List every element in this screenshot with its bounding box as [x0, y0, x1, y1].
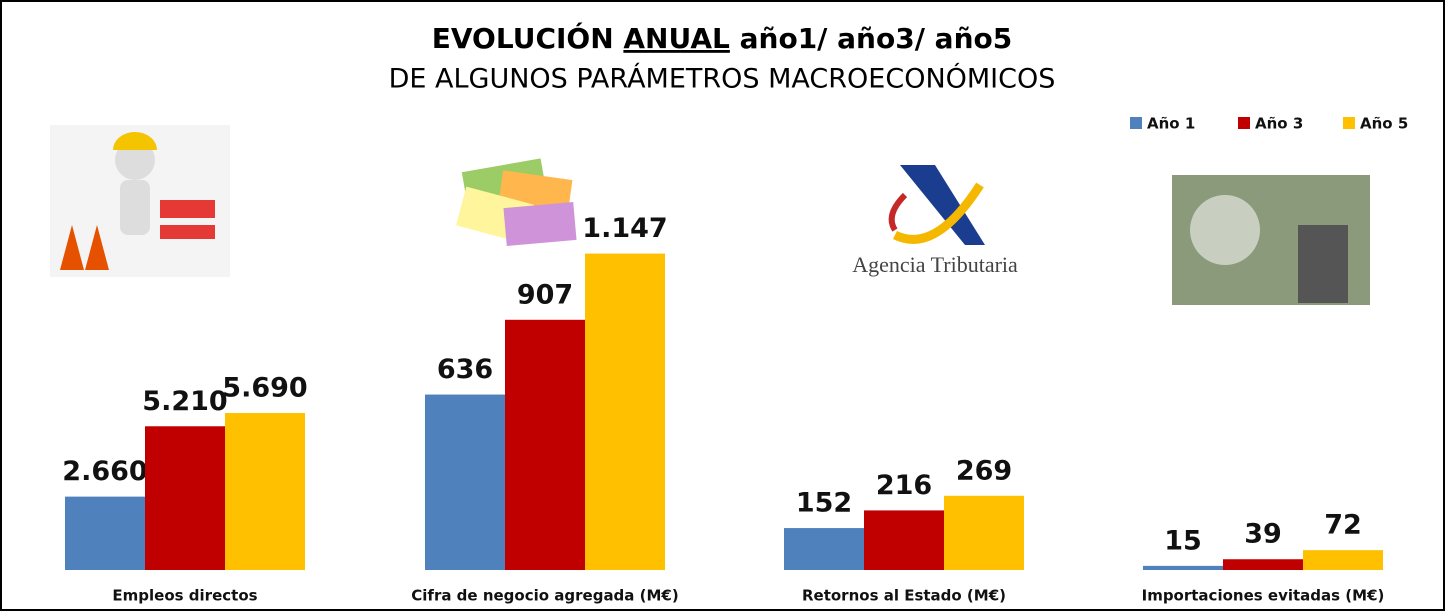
title-part: EVOLUCIÓN — [432, 21, 624, 55]
bar — [505, 319, 585, 570]
bar — [1223, 559, 1303, 570]
bar — [225, 413, 305, 570]
value-label: 636 — [437, 354, 493, 385]
value-label: 907 — [517, 279, 573, 310]
value-label: 152 — [796, 488, 852, 519]
legend-label: Año 3 — [1255, 115, 1303, 133]
subtitle: DE ALGUNOS PARÁMETROS MACROECONÓMICOS — [389, 63, 1056, 95]
money-illustration — [456, 158, 577, 246]
bar — [784, 528, 864, 570]
bar — [1143, 565, 1223, 570]
dollar-oil-illustration — [1172, 175, 1370, 305]
value-label: 1.147 — [582, 213, 667, 244]
title-part: año1/ año3/ año5 — [730, 22, 1012, 55]
x-axis-label: Empleos directos — [112, 587, 257, 605]
legend-label: Año 5 — [1360, 115, 1408, 133]
value-label: 2.660 — [62, 456, 147, 487]
bar — [1303, 550, 1383, 570]
bar — [145, 426, 225, 570]
value-label: 39 — [1244, 519, 1282, 550]
logo-text: Agencia Tributaria — [852, 252, 1018, 277]
legend-swatch — [1343, 117, 1355, 129]
legend-label: Año 1 — [1147, 115, 1195, 133]
agency-logo: Agencia Tributaria — [852, 165, 1018, 277]
value-label: 72 — [1324, 510, 1362, 541]
bar — [585, 253, 665, 570]
title: EVOLUCIÓN ANUAL año1/ año3/ año5 — [432, 21, 1012, 55]
bar — [425, 394, 505, 570]
legend-swatch — [1238, 117, 1250, 129]
bar — [864, 510, 944, 570]
bar — [65, 496, 145, 570]
x-axis-label: Cifra de negocio agregada (M€) — [411, 587, 678, 605]
value-label: 216 — [876, 470, 932, 501]
title-part: ANUAL — [623, 22, 730, 55]
value-label: 15 — [1164, 525, 1202, 556]
value-label: 5.210 — [142, 386, 227, 417]
x-axis-label: Importaciones evitadas (M€) — [1142, 587, 1385, 605]
worker-illustration — [50, 125, 230, 277]
bar — [944, 495, 1024, 570]
value-label: 269 — [956, 455, 1012, 486]
value-label: 5.690 — [222, 373, 307, 404]
x-axis-label: Retornos al Estado (M€) — [802, 587, 1006, 605]
legend-swatch — [1130, 117, 1142, 129]
